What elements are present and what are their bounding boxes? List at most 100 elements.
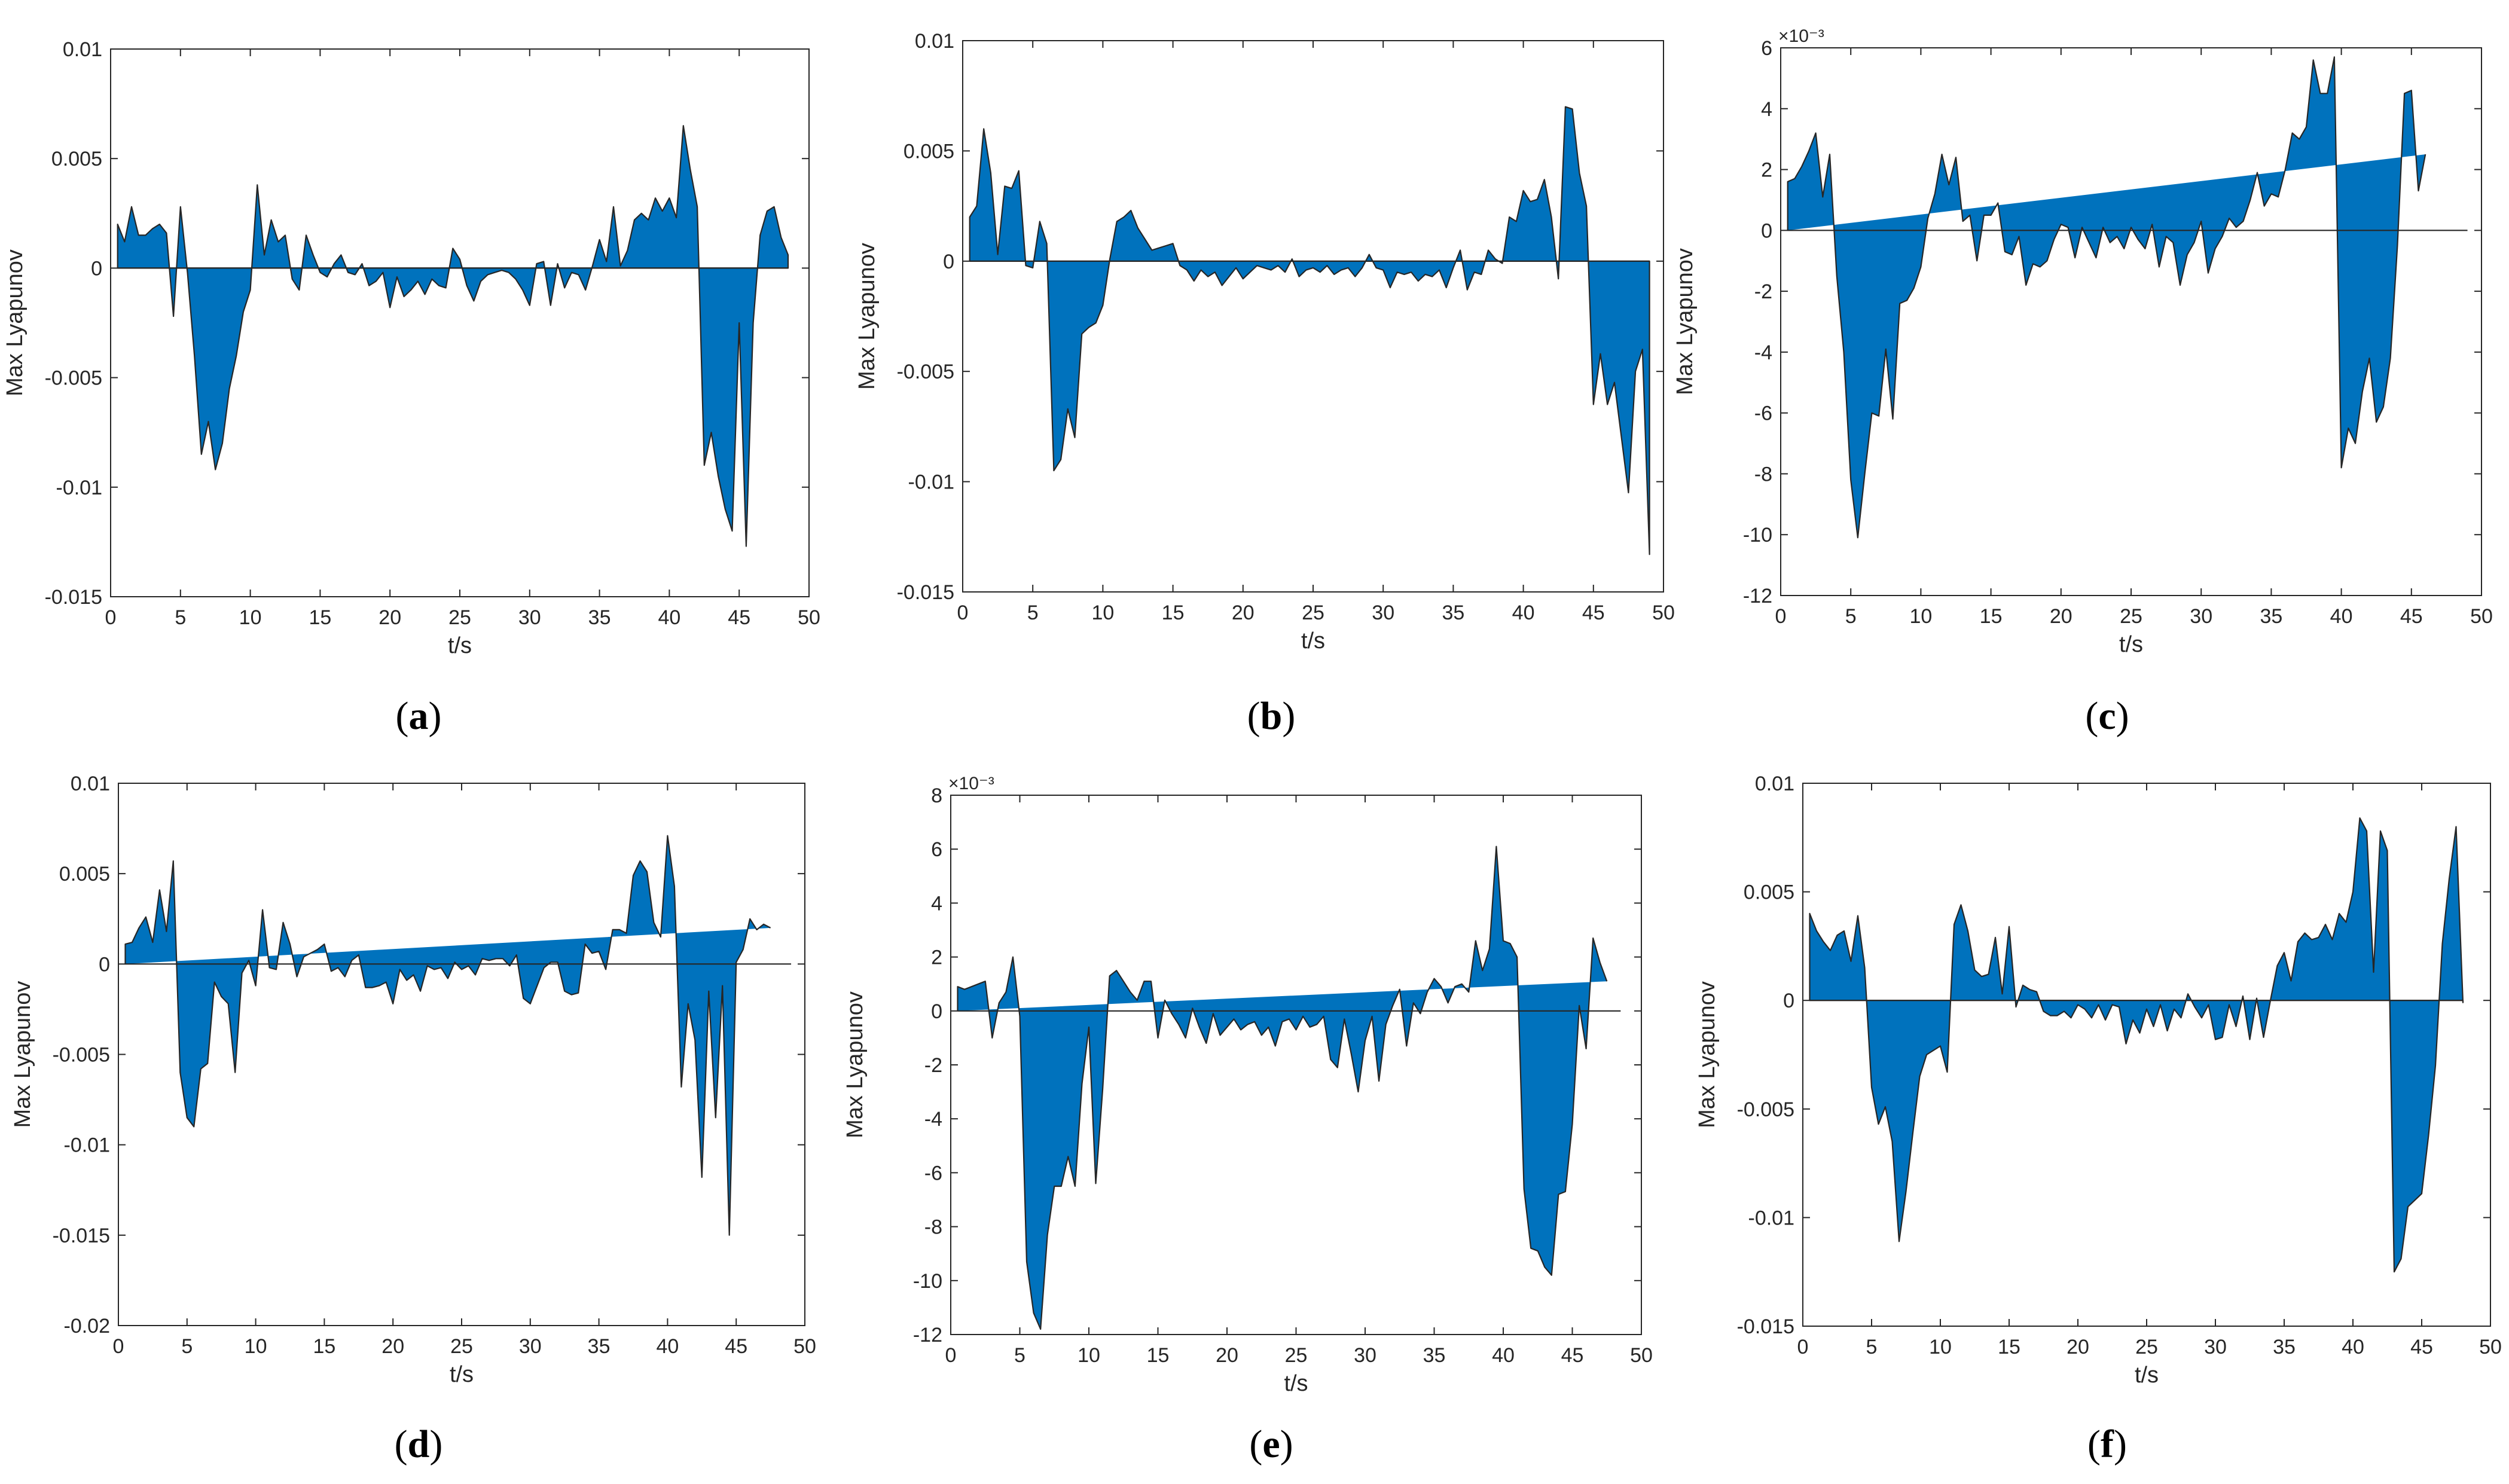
x-tick-label: 5 [1866, 1336, 1878, 1358]
x-tick-label: 45 [725, 1335, 747, 1358]
area-series [1809, 817, 2464, 1273]
y-tick-label: 2 [1761, 159, 1772, 182]
y-tick-label: -0.01 [1748, 1207, 1795, 1229]
x-axis-label: t/s [2119, 632, 2143, 657]
y-tick-label: 0.005 [1744, 881, 1794, 904]
x-tick-label: 20 [2050, 605, 2072, 628]
x-tick-label: 40 [658, 606, 680, 629]
y-exponent-label: ×10⁻³ [1778, 26, 1824, 46]
y-tick-label: -12 [913, 1324, 942, 1346]
y-tick-label: 0.01 [915, 30, 954, 53]
x-tick-label: 5 [175, 606, 186, 629]
x-tick-label: 0 [113, 1335, 124, 1358]
y-tick-label: -6 [924, 1162, 942, 1184]
x-axis-label: t/s [448, 633, 472, 658]
y-axis-label: Max Lyapunov [1695, 981, 1720, 1128]
chart-a: 0 5 10 15 20 25 30 35 40 45 50 -0.015 -0.01 -0.005 0 0.… [2, 38, 820, 658]
x-tick-label: 45 [2400, 605, 2423, 628]
x-tick-label: 15 [1980, 605, 2003, 628]
y-tick-label: -2 [924, 1054, 942, 1077]
y-tick-label: -0.005 [1737, 1098, 1794, 1121]
x-tick-label: 40 [2330, 605, 2353, 628]
y-tick-label: -4 [924, 1108, 942, 1131]
y-tick-label: 4 [1761, 98, 1772, 121]
y-tick-label: 0.005 [59, 863, 110, 885]
x-tick-label: 45 [1561, 1344, 1584, 1367]
x-tick-label: 10 [1078, 1344, 1100, 1367]
y-tick-label: -0.02 [64, 1315, 111, 1338]
x-tick-label: 30 [2190, 605, 2212, 628]
y-tick-label: -8 [924, 1216, 942, 1239]
x-tick-label: 25 [450, 1335, 473, 1358]
chart-d: 0 5 10 15 20 25 30 35 40 45 50 -0.02 -0.015 -0.01 -0.0… [10, 772, 816, 1387]
caption-d: (d) [394, 1422, 443, 1466]
caption-b-letter: b [1260, 694, 1283, 738]
x-tick-label: 35 [588, 606, 611, 629]
y-tick-label: -0.005 [53, 1044, 110, 1067]
x-tick-label: 25 [2135, 1336, 2158, 1358]
y-tick-label: -4 [1754, 341, 1772, 364]
x-tick-label: 30 [518, 606, 541, 629]
x-tick-label: 20 [2067, 1336, 2089, 1358]
x-tick-label: 5 [181, 1335, 193, 1358]
x-tick-label: 45 [1582, 601, 1605, 624]
y-tick-label: -0.01 [56, 477, 103, 499]
y-tick-label: -10 [913, 1270, 942, 1293]
x-tick-label: 15 [1147, 1344, 1170, 1367]
y-tick-label: -2 [1754, 280, 1772, 303]
x-tick-label: 0 [1797, 1336, 1809, 1358]
x-tick-label: 40 [2342, 1336, 2364, 1358]
y-tick-label: -0.015 [1737, 1315, 1794, 1338]
x-tick-label: 35 [1423, 1344, 1446, 1367]
y-tick-label: -8 [1754, 463, 1772, 485]
x-tick-label: 25 [1285, 1344, 1308, 1367]
x-tick-label: 50 [1652, 601, 1675, 624]
y-tick-label: -0.015 [897, 581, 954, 604]
y-axis-label: Max Lyapunov [1672, 248, 1698, 395]
x-tick-label: 20 [379, 606, 401, 629]
x-tick-label: 10 [1091, 601, 1114, 624]
y-tick-label: 0.005 [904, 140, 954, 163]
y-tick-label: -0.01 [64, 1134, 111, 1157]
x-tick-label: 35 [2273, 1336, 2296, 1358]
y-tick-label: -0.015 [53, 1225, 110, 1247]
y-tick-label: 0 [1783, 990, 1794, 1012]
y-tick-label: -12 [1743, 585, 1772, 607]
x-tick-label: 0 [957, 601, 969, 624]
x-tick-label: 35 [588, 1335, 611, 1358]
x-tick-label: 30 [2204, 1336, 2227, 1358]
x-tick-label: 50 [1630, 1344, 1653, 1367]
x-axis-label: t/s [1301, 628, 1325, 654]
x-tick-label: 50 [2479, 1336, 2502, 1358]
x-tick-label: 0 [1775, 605, 1787, 628]
x-tick-label: 15 [309, 606, 331, 629]
chart-e: 0 5 10 15 20 25 30 35 40 45 50 -12 -10 -8 -6 -4 -2 0 2 4 6 8 ×… [843, 774, 1653, 1396]
caption-f: (f) [2087, 1422, 2127, 1466]
x-tick-label: 25 [448, 606, 471, 629]
y-exponent-label: ×10⁻³ [948, 774, 994, 793]
x-axis-label: t/s [1284, 1371, 1308, 1396]
chart-b: 0 5 10 15 20 25 30 35 40 45 50 -0.015 -0.01 -0.005 0 0.… [854, 30, 1675, 654]
chart-f: 0 5 10 15 20 25 30 35 40 45 50 -0.015 -0.01 -0.005 0 0.… [1695, 772, 2502, 1388]
caption-a-letter: a [408, 694, 429, 738]
area-series [957, 845, 1608, 1330]
y-tick-label: 4 [931, 892, 942, 915]
x-tick-label: 5 [1014, 1344, 1025, 1367]
x-tick-label: 25 [1302, 601, 1324, 624]
x-tick-label: 40 [656, 1335, 679, 1358]
x-tick-label: 15 [1998, 1336, 2020, 1358]
y-tick-label: 0.01 [71, 772, 110, 795]
x-tick-label: 30 [1372, 601, 1394, 624]
y-tick-label: 0 [91, 257, 102, 280]
y-tick-label: 0.005 [51, 148, 102, 170]
y-tick-label: 0 [943, 251, 954, 273]
y-tick-label: -0.015 [45, 586, 102, 609]
x-tick-label: 45 [728, 606, 750, 629]
x-tick-label: 30 [519, 1335, 542, 1358]
area-series [1787, 56, 2426, 539]
x-axis-label: t/s [2135, 1363, 2159, 1388]
caption-b: (b) [1247, 694, 1296, 738]
x-tick-label: 10 [245, 1335, 267, 1358]
x-tick-label: 20 [381, 1335, 404, 1358]
